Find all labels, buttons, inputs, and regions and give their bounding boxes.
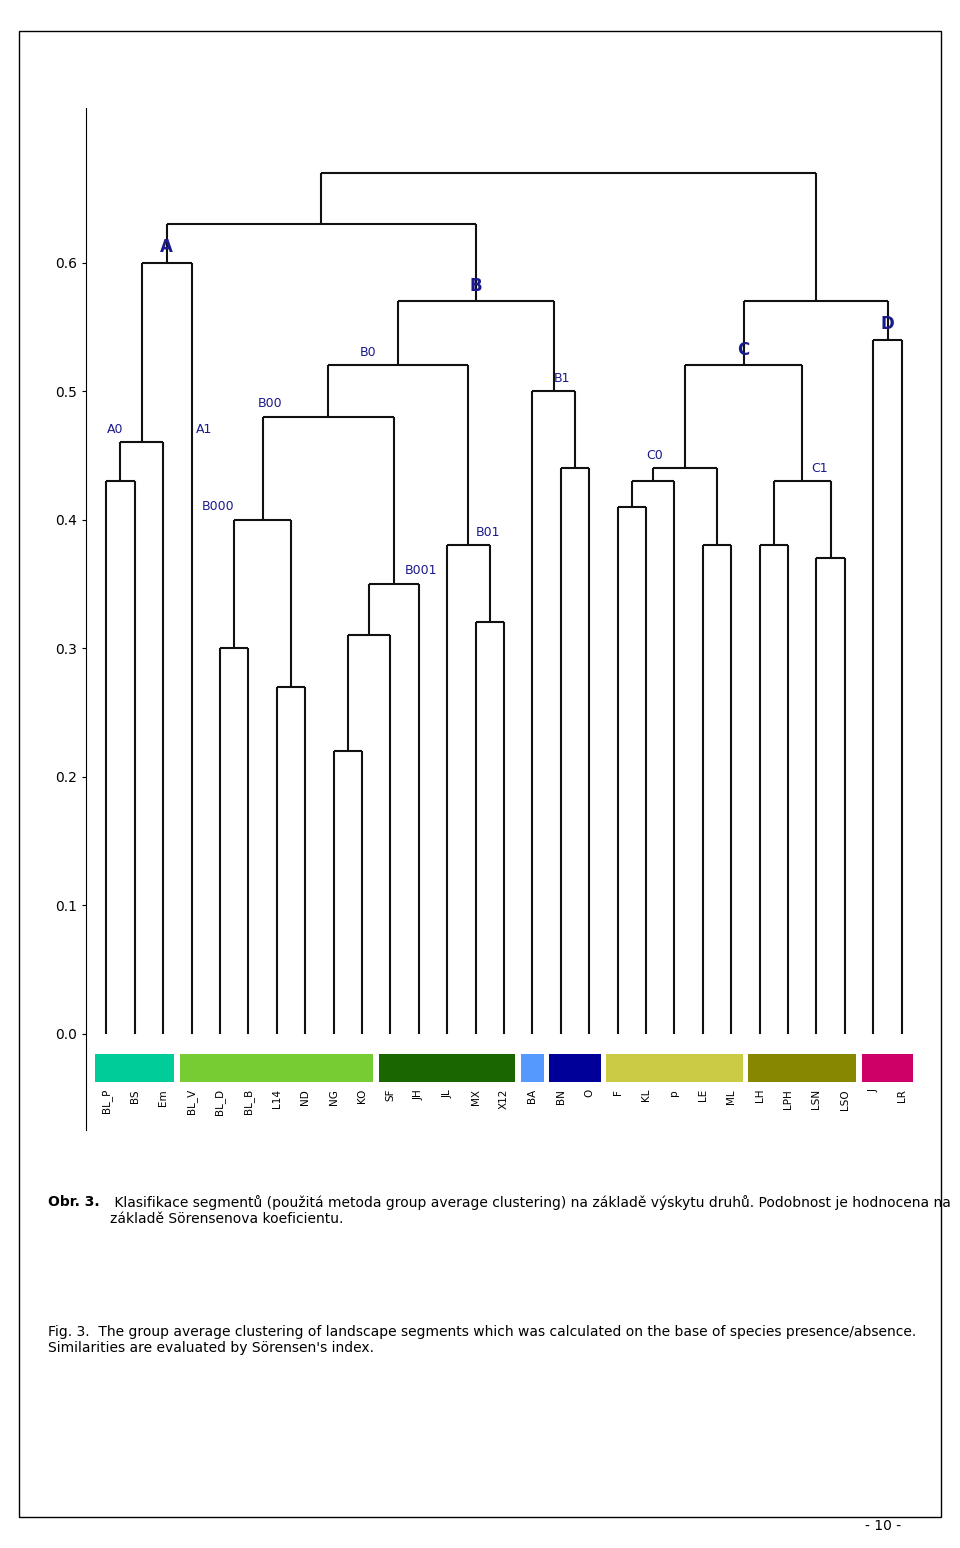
Text: A: A <box>160 238 173 255</box>
Text: BL_B: BL_B <box>243 1088 253 1115</box>
Text: B01: B01 <box>475 526 500 539</box>
Text: JH: JH <box>414 1088 423 1099</box>
Bar <box>748 1054 856 1082</box>
Bar <box>180 1054 373 1082</box>
Text: LPH: LPH <box>783 1088 793 1108</box>
Text: B001: B001 <box>404 565 437 577</box>
Text: Klasifikace segmentů (použitá metoda group average clustering) na základě výskyt: Klasifikace segmentů (použitá metoda gro… <box>110 1195 951 1226</box>
Text: L14: L14 <box>272 1088 281 1108</box>
Text: ML: ML <box>727 1088 736 1104</box>
Text: F: F <box>612 1088 623 1094</box>
Text: BL_V: BL_V <box>186 1088 197 1115</box>
Text: X12: X12 <box>499 1088 509 1110</box>
Text: B000: B000 <box>202 500 234 514</box>
Text: B: B <box>469 277 483 294</box>
Text: NG: NG <box>328 1088 339 1105</box>
Text: KO: KO <box>357 1088 367 1104</box>
Bar <box>862 1054 913 1082</box>
Bar <box>379 1054 516 1082</box>
Text: B00: B00 <box>258 398 282 410</box>
Text: MX: MX <box>470 1088 481 1105</box>
Text: BL_P: BL_P <box>101 1088 111 1113</box>
Text: A1: A1 <box>196 423 212 437</box>
Text: BL_D: BL_D <box>214 1088 226 1115</box>
Text: p: p <box>669 1088 680 1096</box>
Bar <box>521 1054 543 1082</box>
Bar <box>549 1054 601 1082</box>
Text: C0: C0 <box>646 449 663 461</box>
Text: B1: B1 <box>554 372 570 384</box>
Text: Em: Em <box>158 1088 168 1105</box>
Text: C: C <box>737 341 750 359</box>
Text: LE: LE <box>698 1088 708 1101</box>
Text: B0: B0 <box>360 345 376 359</box>
Text: A0: A0 <box>107 423 123 437</box>
Text: ND: ND <box>300 1088 310 1105</box>
Text: JL: JL <box>443 1088 452 1098</box>
Text: LSO: LSO <box>840 1088 850 1110</box>
Text: D: D <box>880 316 895 333</box>
Text: LH: LH <box>755 1088 765 1102</box>
Text: Fig. 3.  The group average clustering of landscape segments which was calculated: Fig. 3. The group average clustering of … <box>48 1325 916 1356</box>
Text: KL: KL <box>641 1088 651 1102</box>
Text: BA: BA <box>527 1088 538 1104</box>
Text: Obr. 3.: Obr. 3. <box>48 1195 100 1209</box>
Text: BS: BS <box>130 1088 140 1102</box>
Text: LR: LR <box>897 1088 906 1102</box>
Text: SF: SF <box>385 1088 396 1102</box>
Text: BN: BN <box>556 1088 565 1104</box>
Bar <box>607 1054 743 1082</box>
Text: J: J <box>868 1088 878 1091</box>
Text: C1: C1 <box>811 461 828 475</box>
Bar <box>95 1054 175 1082</box>
Text: O: O <box>585 1088 594 1098</box>
Text: - 10 -: - 10 - <box>865 1519 901 1533</box>
Text: LSN: LSN <box>811 1088 822 1108</box>
